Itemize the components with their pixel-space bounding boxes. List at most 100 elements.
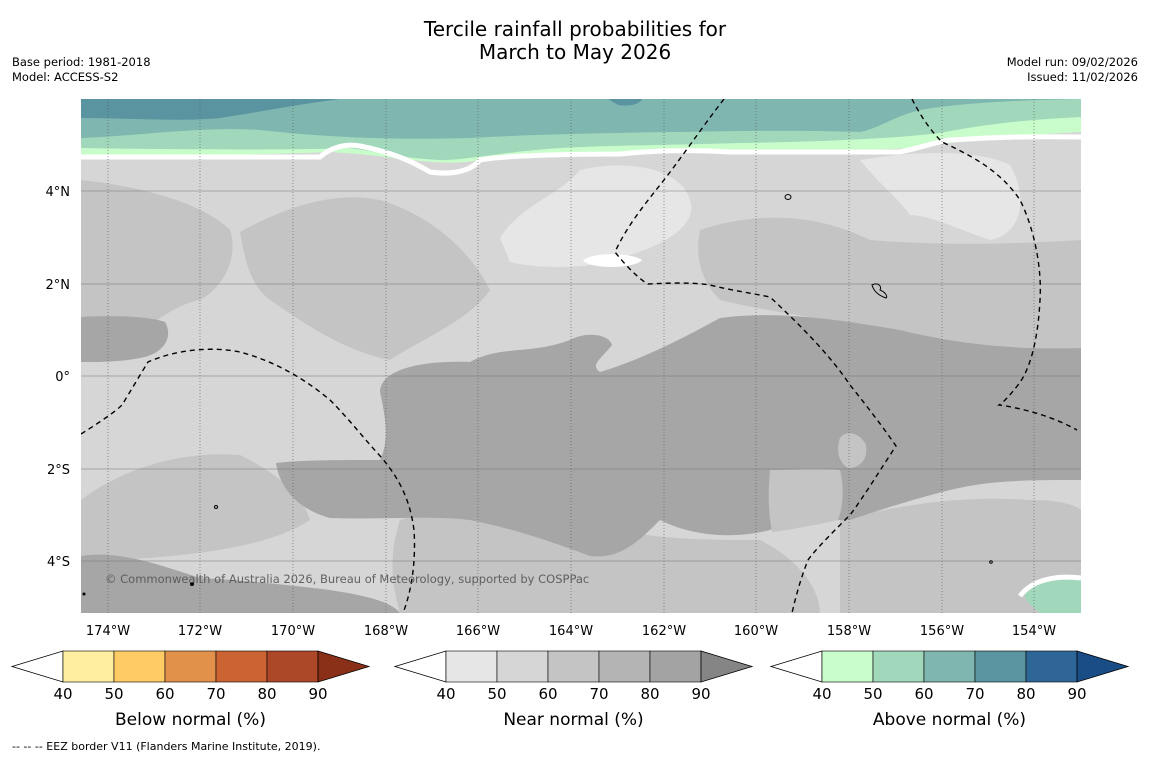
- near-normal-60-hole-small: [838, 433, 867, 468]
- above-normal-70-band: [81, 99, 340, 120]
- lat-label: 0°: [55, 370, 70, 385]
- lon-label: 158°W: [827, 624, 871, 639]
- colorbar-tick-label: 70: [206, 685, 225, 703]
- colorbar-segment: [266, 650, 319, 683]
- colorbar-segment: [872, 650, 925, 683]
- colorbar-under-triangle: [769, 650, 823, 683]
- colorbar-segment: [445, 650, 498, 683]
- lon-label: 170°W: [271, 624, 315, 639]
- colorbar-tick-label: 80: [257, 685, 276, 703]
- eez-border-east: [911, 99, 1078, 431]
- colorbar-tick-label: 50: [104, 685, 123, 703]
- meta-right: Model run: 09/02/2026 Issued: 11/02/2026: [1007, 55, 1138, 85]
- title-line-1: Tercile rainfall probabilities for: [423, 17, 727, 41]
- lat-label: 4°S: [47, 555, 70, 570]
- copyright-text: © Commonwealth of Australia 2026, Bureau…: [105, 572, 589, 586]
- meta-left: Base period: 1981-2018 Model: ACCESS-S2: [12, 55, 151, 85]
- colorbar-tick-label: 60: [155, 685, 174, 703]
- above-normal-70-small: [608, 99, 642, 106]
- near-normal-80-region-southwest: [81, 554, 400, 613]
- colorbar-tick-label: 90: [308, 685, 327, 703]
- near-normal-80-region-west: [81, 316, 169, 362]
- graticule: [81, 99, 1081, 613]
- lon-label: 160°W: [734, 624, 778, 639]
- near-normal-80-region-central: [276, 315, 1081, 557]
- title-line-2: March to May 2026: [478, 40, 672, 64]
- near-normal-60-patch-southeast: [840, 498, 1081, 613]
- near-normal-60-patch-west: [81, 180, 233, 350]
- lat-label: 4°N: [46, 185, 71, 200]
- colorbar-tick-label: 40: [812, 685, 831, 703]
- colorbar-segment: [62, 650, 115, 683]
- colorbar-tick-label: 90: [1067, 685, 1086, 703]
- lon-label: 154°W: [1012, 624, 1056, 639]
- above-normal-60-band: [81, 99, 1081, 139]
- lon-label: 162°W: [642, 624, 686, 639]
- colorbar-over-triangle: [700, 650, 754, 683]
- lat-labels: 4°N 2°N 0° 2°S 4°S: [46, 185, 71, 570]
- colorbar-segment: [113, 650, 166, 683]
- colorbar-label: Below normal (%): [115, 710, 266, 730]
- colorbar-tick-label: 60: [914, 685, 933, 703]
- eez-footnote: -- -- -- EEZ border V11 (Flanders Marine…: [12, 740, 321, 753]
- islands: [82, 194, 993, 596]
- island-outline: [871, 283, 888, 299]
- near-normal-40-region-east: [860, 153, 1021, 240]
- near-normal-60-patch-southwest: [81, 454, 310, 560]
- colorbar-tick-label: 70: [965, 685, 984, 703]
- probability-map-area: [81, 99, 1081, 613]
- model-run: Model run: 09/02/2026: [1006, 55, 1138, 69]
- map-title: Tercile rainfall probabilities for March…: [0, 18, 1150, 64]
- lat-label: 2°N: [46, 278, 71, 293]
- island-outline: [190, 582, 194, 586]
- near-normal-60-patch-north: [240, 197, 490, 360]
- colorbar-tick-label: 60: [538, 685, 557, 703]
- colorbar-segment: [496, 650, 549, 683]
- white-blob-north: [583, 254, 642, 267]
- lon-label: 164°W: [549, 624, 593, 639]
- eez-border-central: [614, 99, 897, 613]
- island-outline: [989, 560, 993, 564]
- colorbar-tick-label: 50: [487, 685, 506, 703]
- island-outline: [214, 505, 218, 509]
- colorbar-segment: [974, 650, 1027, 683]
- white-contour-line: [81, 134, 1081, 176]
- lon-label: 166°W: [456, 624, 500, 639]
- colorbar-tick-label: 40: [436, 685, 455, 703]
- lat-label: 2°S: [47, 463, 70, 478]
- colorbar-segment: [923, 650, 976, 683]
- near-normal-60-patch-east: [698, 217, 1081, 360]
- colorbar-tick-label: 90: [691, 685, 710, 703]
- lon-label: 168°W: [364, 624, 408, 639]
- colorbar-under-triangle: [393, 650, 447, 683]
- colorbar-segment: [547, 650, 600, 683]
- colorbar-segment: [821, 650, 874, 683]
- base-period: Base period: 1981-2018: [12, 55, 151, 69]
- colorbar-over-triangle: [317, 650, 371, 683]
- colorbar-tick-label: 50: [863, 685, 882, 703]
- colorbar-under-triangle: [10, 650, 64, 683]
- lon-label: 156°W: [920, 624, 964, 639]
- above-normal-patch-southeast: [1024, 579, 1081, 613]
- island-outline: [82, 592, 86, 596]
- colorbar-segment: [164, 650, 217, 683]
- colorbar-segment: [598, 650, 651, 683]
- above-normal-edge-southeast: [1018, 574, 1081, 598]
- colorbar-label: Near normal (%): [503, 710, 643, 730]
- issued-date: Issued: 11/02/2026: [1027, 70, 1138, 84]
- colorbar-segment: [649, 650, 702, 683]
- eez-border-west: [81, 348, 416, 613]
- colorbar-over-triangle: [1076, 650, 1130, 683]
- model-name: Model: ACCESS-S2: [12, 70, 119, 84]
- colorbar-below: 40 50 60 70 80 90 Below normal (%): [10, 650, 371, 730]
- colorbar-above: 40 50 60 70 80 90 Above normal (%): [769, 650, 1130, 730]
- colorbar-label: Above normal (%): [873, 710, 1026, 730]
- colorbar-near: 40 50 60 70 80 90 Near normal (%): [393, 650, 754, 730]
- island-outline: [784, 194, 792, 200]
- colorbar-tick-label: 80: [640, 685, 659, 703]
- colorbar-tick-label: 80: [1016, 685, 1035, 703]
- lon-label: 174°W: [86, 624, 130, 639]
- lon-label: 172°W: [178, 624, 222, 639]
- eez-borders: [81, 99, 1078, 613]
